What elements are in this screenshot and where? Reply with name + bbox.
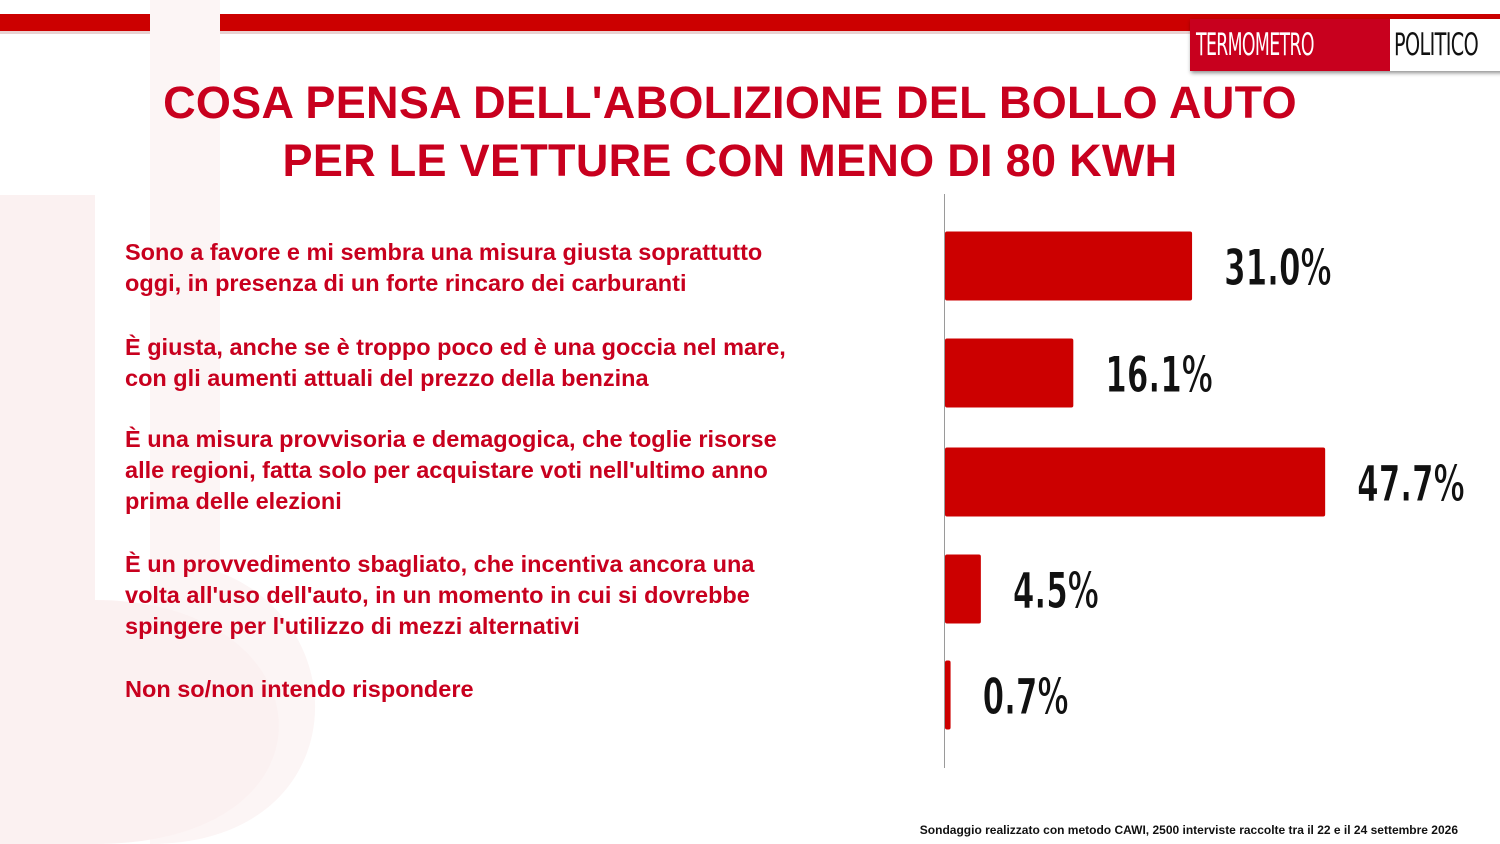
answer-label-2: È giusta, anche se è troppo poco ed è un… xyxy=(125,332,935,394)
answer-1-line-2: oggi, in presenza di un forte rincaro de… xyxy=(125,270,687,296)
chart-axis-line xyxy=(944,194,945,768)
title-line-1: COSA PENSA DELL'ABOLIZIONE DEL BOLLO AUT… xyxy=(163,77,1297,128)
survey-footnote: Sondaggio realizzato con metodo CAWI, 25… xyxy=(919,823,1458,837)
bar-value-label-3: 47.7% xyxy=(1357,454,1464,513)
top-accent-shadow xyxy=(0,31,1500,34)
answer-3-line-1: È una misura provvisoria e demagogica, c… xyxy=(125,426,777,452)
bar-value-label-1: 31.0% xyxy=(1224,238,1331,297)
answer-label-3: È una misura provvisoria e demagogica, c… xyxy=(125,424,935,517)
bar-value-label-2: 16.1% xyxy=(1105,345,1212,404)
answer-3-line-3: prima delle elezioni xyxy=(125,488,342,514)
title-line-2: PER LE VETTURE CON MENO DI 80 KWH xyxy=(282,135,1178,186)
bar-5 xyxy=(945,660,951,730)
termometro-politico-logo: TERMOMETRO POLITICO xyxy=(1190,19,1500,71)
answer-3-line-2: alle regioni, fatta solo per acquistare … xyxy=(125,457,768,483)
answer-4-line-3: spingere per l'utilizzo di mezzi alterna… xyxy=(125,613,580,639)
bar-3 xyxy=(945,447,1326,517)
logo-right-text: POLITICO xyxy=(1394,27,1479,63)
bar-4 xyxy=(945,554,981,624)
logo-left-text: TERMOMETRO xyxy=(1196,27,1314,63)
answer-label-5: Non so/non intendo rispondere xyxy=(125,674,935,705)
page-title: COSA PENSA DELL'ABOLIZIONE DEL BOLLO AUT… xyxy=(40,74,1420,190)
answer-4-line-1: È un provvedimento sbagliato, che incent… xyxy=(125,551,755,577)
top-accent-bar xyxy=(0,14,1500,31)
answer-1-line-1: Sono a favore e mi sembra una misura giu… xyxy=(125,239,763,265)
background-watermark xyxy=(0,0,316,844)
answer-label-1: Sono a favore e mi sembra una misura giu… xyxy=(125,237,935,299)
bar-value-label-5: 0.7% xyxy=(983,667,1069,726)
answer-2-line-1: È giusta, anche se è troppo poco ed è un… xyxy=(125,334,786,360)
bar-2 xyxy=(945,338,1074,408)
bar-value-label-4: 4.5% xyxy=(1013,561,1099,620)
answer-2-line-2: con gli aumenti attuali del prezzo della… xyxy=(125,365,649,391)
bar-1 xyxy=(945,231,1193,301)
logo-right-part: POLITICO xyxy=(1390,19,1500,71)
answer-4-line-2: volta all'uso dell'auto, in un momento i… xyxy=(125,582,750,608)
logo-left-part: TERMOMETRO xyxy=(1190,19,1391,71)
answer-5-line-1: Non so/non intendo rispondere xyxy=(125,676,474,702)
answer-label-4: È un provvedimento sbagliato, che incent… xyxy=(125,549,935,642)
